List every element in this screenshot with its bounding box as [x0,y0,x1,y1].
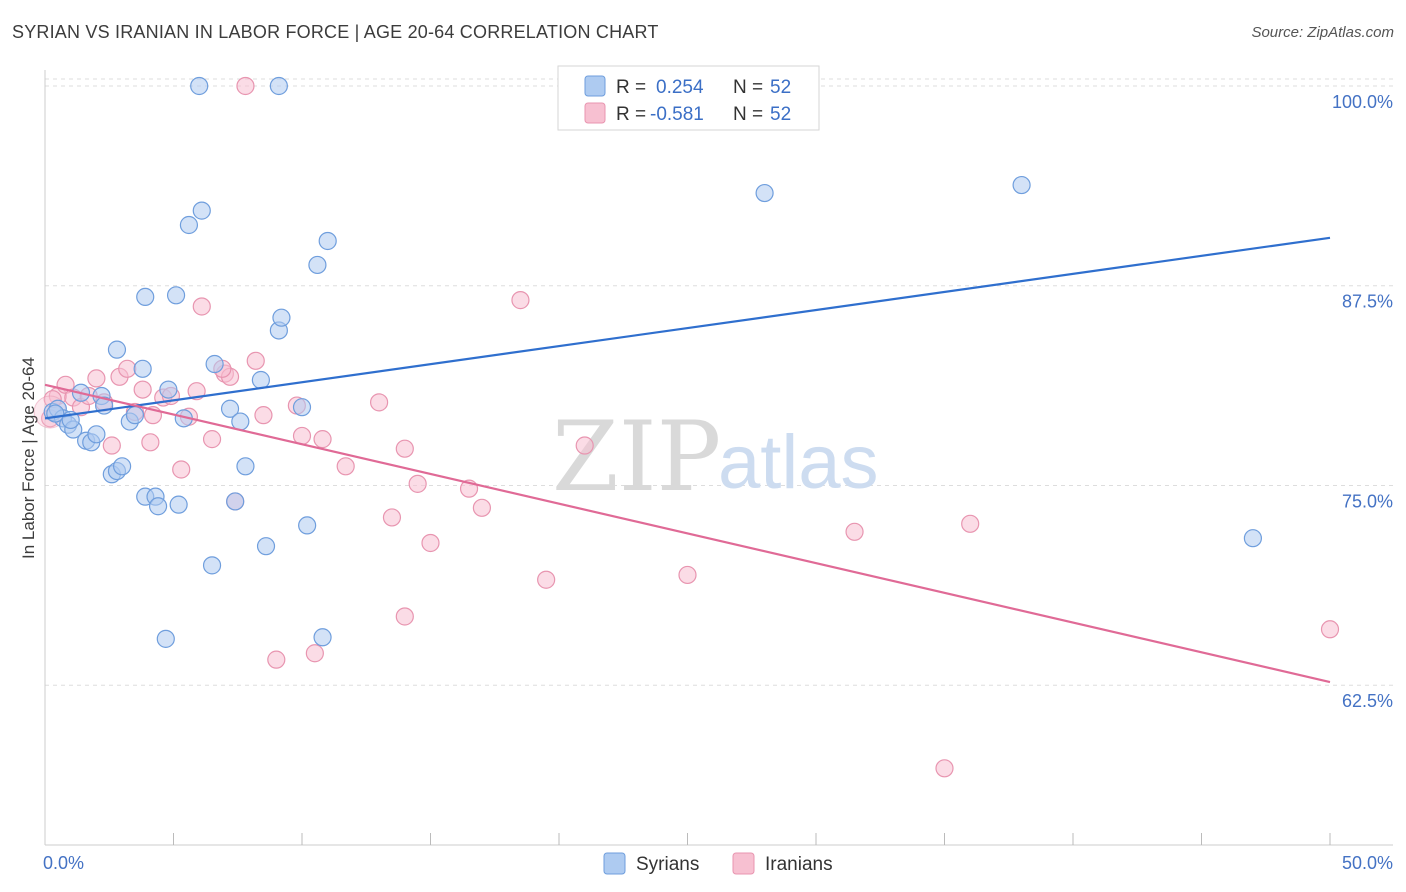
y-tick-label: 100.0% [1332,92,1393,112]
iranians-point [845,522,864,541]
syrians-point [272,308,291,327]
syrians-point [169,495,188,514]
iranians-point [172,460,191,479]
syrians-point [236,457,255,476]
iranians-point [87,369,106,388]
grid-lines [45,78,1393,686]
legend-n-label-syrians: N = [733,77,763,98]
syrians-point [205,354,224,374]
iranians-point [472,498,491,517]
trend-lines [44,236,1331,684]
iranians-trend-line [44,383,1331,684]
syrians-point [87,425,106,444]
iranians-point [267,650,286,669]
y-tick-label: 62.5% [1342,691,1393,711]
legend-r-label-syrians: R = [616,77,646,98]
syrians-point [251,370,270,390]
syrians-trend-line [44,236,1331,420]
syrians-point [220,399,240,418]
legend-n-label-iranians: N = [733,104,763,125]
iranians-point [202,430,222,449]
watermark-atlas: atlas [718,420,879,505]
iranians-point [313,430,332,449]
syrians-point [298,516,317,535]
axes [44,70,1393,846]
legend-swatch-syrians [584,75,606,97]
bottom-legend: Syrians Iranians [603,852,833,875]
syrians-point [256,537,276,556]
x-tick-labels: 0.0% 50.0% [43,853,1393,873]
y-tick-labels: 62.5% 75.0% 87.5% 100.0% [1332,92,1393,711]
syrians-point [125,406,145,425]
iranians-point [236,76,255,96]
legend-n-value-iranians: 52 [770,104,791,125]
iranians-point [537,570,556,589]
iranians-point [395,607,414,626]
iranians-point [102,436,121,455]
legend-r-label-iranians: R = [616,104,646,125]
syrians-point [133,359,152,378]
iranians-point [678,565,697,585]
syrians-point [308,255,327,275]
iranians-point [961,514,980,533]
syrians-point [156,629,175,648]
y-axis-label: In Labor Force | Age 20-64 [19,357,38,559]
legend-r-value-syrians: 0.254 [656,77,704,98]
iranians-point [118,359,137,378]
iranians-point [935,759,954,778]
syrians-point [318,231,337,251]
syrians-point [136,287,155,307]
iranians-point [246,351,265,370]
iranians-point [408,474,427,493]
iranians-point [192,297,211,316]
source-label: Source: ZipAtlas.com [1251,24,1394,41]
syrians-point [190,76,209,96]
syrians-point [192,201,211,220]
iranians-point [1320,620,1340,639]
syrians-point [226,492,245,511]
iranians-point [575,436,594,455]
iranians-point [511,291,530,310]
syrians-point [159,380,178,399]
x-tick-label: 50.0% [1342,853,1393,873]
bottom-legend-syrians: Syrians [636,854,699,875]
iranians-point [141,433,160,452]
iranians-point [382,508,402,527]
bottom-legend-swatch-iranians [732,852,755,875]
iranians-point [421,533,440,553]
syrians-point [313,628,332,647]
syrians-point [755,183,774,203]
chart-title: SYRIAN VS IRANIAN IN LABOR FORCE | AGE 2… [12,22,659,42]
iranians-point [395,439,414,458]
legend-swatch-iranians [584,102,606,124]
x-tick-label: 0.0% [43,853,84,873]
watermark: ZIP atlas [552,401,879,513]
syrians-point [166,286,186,305]
legend: R = 0.254 N = 52 R = -0.581 N = 52 [557,65,820,131]
syrians-point [46,404,65,423]
watermark-zip: ZIP [552,401,721,513]
iranians-point [370,393,389,412]
syrians-point [202,556,222,575]
iranians-point [336,457,355,476]
iranians-point [305,644,324,663]
syrians-point [179,215,199,235]
syrians-point [292,398,312,417]
bottom-legend-swatch-syrians [603,852,626,875]
syrians-point [269,76,288,96]
iranians-point [254,406,273,425]
iranians-point [133,380,152,399]
syrians-point [148,497,168,516]
y-tick-label: 87.5% [1342,292,1393,312]
syrians-point [1012,175,1031,195]
legend-r-value-iranians: -0.581 [650,104,704,125]
syrians-point [107,340,127,359]
bottom-legend-iranians: Iranians [765,854,833,875]
legend-n-value-syrians: 52 [770,77,791,98]
y-tick-label: 75.0% [1342,491,1393,511]
syrians-point [1243,529,1263,548]
syrians-point [112,457,132,476]
